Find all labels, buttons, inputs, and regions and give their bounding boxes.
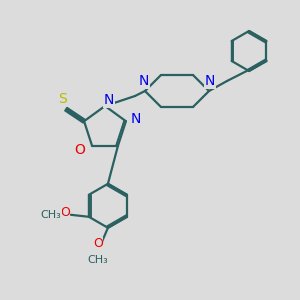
Text: O: O <box>60 206 70 219</box>
Text: O: O <box>93 237 103 250</box>
Text: N: N <box>131 112 141 126</box>
Text: N: N <box>104 93 114 107</box>
Text: S: S <box>58 92 67 106</box>
Text: N: N <box>139 74 149 88</box>
Text: CH₃: CH₃ <box>88 255 108 265</box>
Text: N: N <box>205 74 215 88</box>
Text: O: O <box>75 143 86 157</box>
Text: CH₃: CH₃ <box>40 210 61 220</box>
